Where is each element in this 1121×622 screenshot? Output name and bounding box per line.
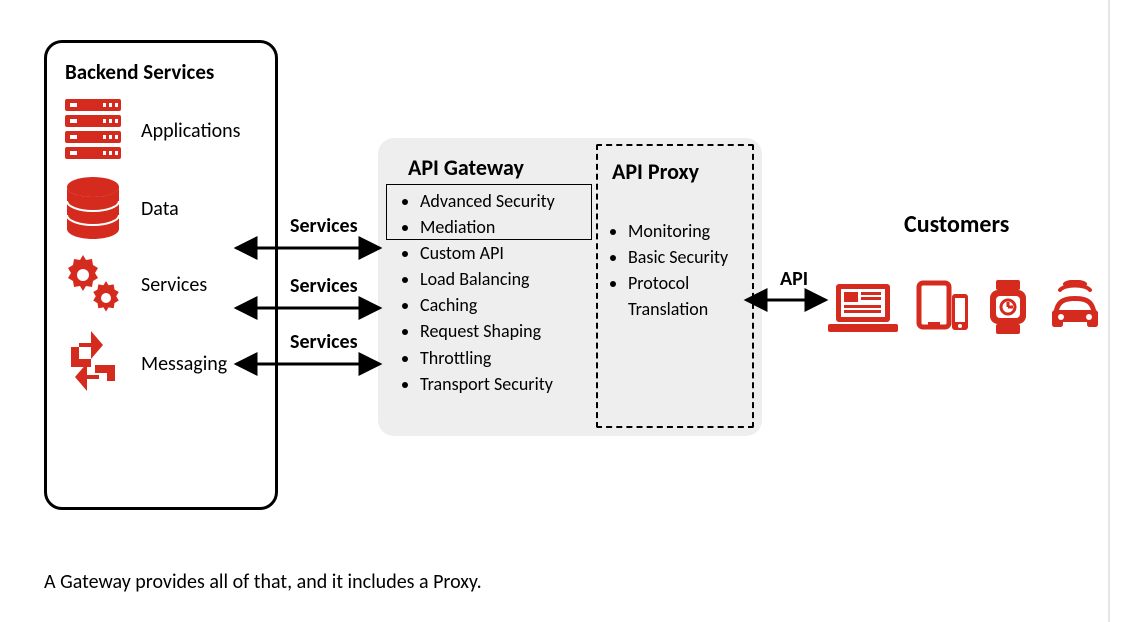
- caption-text: A Gateway provides all of that, and it i…: [44, 570, 482, 594]
- services-arrow-label: Services: [290, 274, 358, 298]
- laptop-icon: [828, 282, 898, 334]
- services-arrow-label: Services: [290, 330, 358, 354]
- car-icon: [1048, 280, 1102, 334]
- customers-title: Customers: [904, 210, 1009, 239]
- api-arrow-label: API: [780, 267, 808, 291]
- page-divider: [1108, 0, 1110, 622]
- services-arrow-label: Services: [290, 214, 358, 238]
- mobile-icon: [916, 280, 968, 334]
- customers-icons: [828, 280, 1102, 334]
- watch-icon: [986, 280, 1030, 334]
- diagram-stage: Backend Services: [0, 0, 1121, 622]
